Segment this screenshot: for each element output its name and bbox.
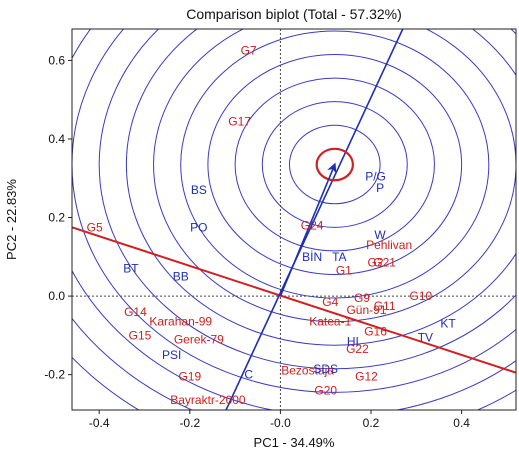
ideal-arrow <box>279 162 337 297</box>
environment-label: PO <box>190 220 207 234</box>
genotype-label: G4 <box>322 295 338 309</box>
y-tick-label: 0.2 <box>48 211 65 225</box>
genotype-label: G22 <box>346 342 369 356</box>
chart-title: Comparison biplot (Total - 57.32%) <box>186 6 402 22</box>
y-axis-label: PC2 - 22.83% <box>4 179 19 260</box>
genotype-label: G10 <box>410 289 433 303</box>
atc-axis-line <box>225 29 404 410</box>
environment-label: BT <box>123 262 139 276</box>
genotype-label: G12 <box>355 370 378 384</box>
environment-label: C <box>244 368 253 382</box>
genotype-label: G9 <box>354 291 370 305</box>
x-tick-label: -0.0 <box>270 416 291 430</box>
genotype-label: Bayraktr-2000 <box>170 393 246 407</box>
environment-label: TA <box>332 250 346 264</box>
concentric-circle <box>98 29 516 370</box>
genotype-label: Gerek-79 <box>174 332 224 346</box>
genotype-label: G2 <box>368 256 384 270</box>
genotype-label: G14 <box>124 305 147 319</box>
genotype-label: G19 <box>178 370 201 384</box>
environment-label: KT <box>440 317 456 331</box>
genotype-label: Karahan-99 <box>149 315 212 329</box>
x-axis-label: PC1 - 34.49% <box>254 435 335 450</box>
x-tick-label: -0.4 <box>89 416 110 430</box>
environment-label: P <box>376 181 384 195</box>
genotype-label: G21 <box>373 256 396 270</box>
y-tick-label: 0.6 <box>48 53 65 67</box>
x-tick-label: 0.2 <box>363 416 380 430</box>
genotype-label: G1 <box>336 264 352 278</box>
y-tick-label: 0.0 <box>48 289 65 303</box>
genotype-label: G5 <box>87 220 103 234</box>
genotype-label: G17 <box>228 114 251 128</box>
genotype-label: G24 <box>301 218 324 232</box>
ideal-genotype-circle <box>315 147 354 182</box>
perpendicular-axis-line <box>72 226 516 374</box>
y-tick-label: -0.2 <box>44 368 65 382</box>
genotype-label: G20 <box>314 383 337 397</box>
concentric-circle <box>288 124 381 205</box>
genotype-label: G15 <box>129 328 152 342</box>
x-tick-label: 0.4 <box>453 416 470 430</box>
environment-label: BB <box>173 269 189 283</box>
axis-ticks: -0.4 -0.2 -0.0 0.2 0.4 -0.2 0.0 0.2 0.4 0.6 <box>44 53 470 430</box>
genotype-label: Katea-1 <box>309 315 351 329</box>
environment-label: W <box>374 228 386 242</box>
environment-label: BS <box>191 183 207 197</box>
genotype-label: Pehlivan <box>366 238 412 252</box>
concentric-circle <box>234 77 435 252</box>
environment-label: PSI <box>162 348 181 362</box>
genotype-label: G7 <box>241 44 257 58</box>
genotype-label: Gün-91 <box>346 303 386 317</box>
environment-label: SDS <box>313 362 338 376</box>
y-tick-label: 0.4 <box>48 132 65 146</box>
concentric-circle <box>72 29 516 393</box>
environment-label: HI <box>347 334 359 348</box>
concentric-circle <box>153 29 516 323</box>
concentric-circle <box>261 101 408 228</box>
environment-label: BİN <box>302 250 322 264</box>
environment-label: P/G <box>365 169 386 183</box>
plot-frame <box>71 28 517 411</box>
concentric-circle <box>125 29 516 346</box>
concentric-circle <box>180 30 490 299</box>
environment-label: TV <box>418 330 433 344</box>
x-tick-label: -0.2 <box>179 416 200 430</box>
genotype-label: G16 <box>364 324 387 338</box>
concentric-circle <box>207 54 463 275</box>
genotype-label: G11 <box>374 299 396 313</box>
genotype-label: Bezostaja <box>281 364 334 378</box>
